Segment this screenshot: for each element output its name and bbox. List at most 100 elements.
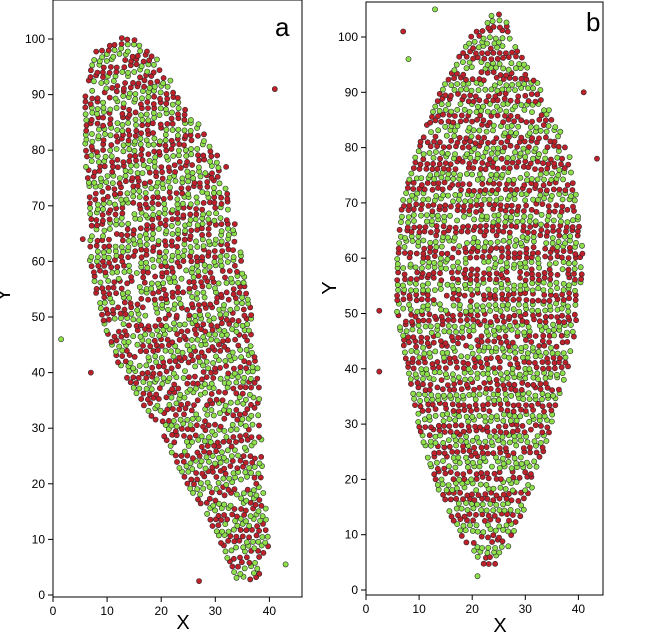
scatter-point xyxy=(183,463,190,470)
scatter-point xyxy=(205,231,212,238)
scatter-point xyxy=(150,230,156,237)
scatter-point xyxy=(483,213,490,220)
scatter-point xyxy=(484,450,491,457)
scatter-point xyxy=(199,220,206,227)
scatter-point xyxy=(545,123,552,129)
scatter-point xyxy=(497,476,504,482)
scatter-point xyxy=(143,385,150,392)
scatter-point xyxy=(208,407,215,413)
scatter-point xyxy=(221,501,227,508)
scatter-point xyxy=(426,311,433,318)
scatter-point xyxy=(151,337,158,344)
scatter-point xyxy=(438,174,445,181)
scatter-point xyxy=(559,254,565,261)
scatter-point xyxy=(449,282,456,289)
scatter-point xyxy=(433,232,440,239)
scatter-point xyxy=(572,251,579,257)
scatter-point xyxy=(247,343,254,349)
scatter-point xyxy=(469,437,476,444)
scatter-point xyxy=(182,132,189,139)
scatter-point xyxy=(423,366,430,373)
scatter-point xyxy=(100,137,107,143)
scatter-point xyxy=(541,342,548,349)
scatter-point xyxy=(176,354,183,361)
scatter-point xyxy=(522,264,529,271)
scatter-point xyxy=(140,268,147,275)
scatter-point xyxy=(163,394,170,401)
y-tick-label: 90 xyxy=(32,88,46,102)
scatter-point xyxy=(136,238,143,245)
scatter-point xyxy=(500,491,507,498)
scatter-point xyxy=(490,365,497,371)
scatter-point xyxy=(432,117,439,124)
scatter-point xyxy=(201,131,207,138)
scatter-point xyxy=(241,333,248,340)
scatter-point xyxy=(470,323,477,329)
scatter-point xyxy=(400,305,407,312)
scatter-point xyxy=(161,200,168,207)
scatter-point xyxy=(486,302,492,308)
scatter-point xyxy=(408,318,415,325)
scatter-point xyxy=(139,117,146,123)
scatter-point xyxy=(188,227,195,234)
scatter-point xyxy=(200,485,207,492)
scatter-point xyxy=(145,338,152,345)
scatter-point xyxy=(560,287,567,293)
scatter-point xyxy=(163,269,170,276)
scatter-point xyxy=(144,222,150,228)
scatter-point xyxy=(187,422,194,428)
scatter-point xyxy=(239,294,245,301)
scatter-point xyxy=(234,305,240,312)
scatter-point xyxy=(523,337,529,343)
scatter-point xyxy=(142,201,149,208)
scatter-point xyxy=(160,286,167,293)
scatter-point xyxy=(456,476,462,483)
scatter-point xyxy=(511,250,518,257)
scatter-point xyxy=(486,291,493,298)
scatter-point xyxy=(525,85,531,92)
scatter-point xyxy=(132,116,139,123)
scatter-point xyxy=(201,448,207,455)
scatter-point xyxy=(511,118,517,125)
scatter-point xyxy=(233,426,240,433)
scatter-point xyxy=(213,159,220,166)
scatter-point xyxy=(493,345,499,351)
scatter-point xyxy=(157,89,164,96)
scatter-point xyxy=(122,172,129,179)
scatter-point xyxy=(101,163,108,170)
scatter-point xyxy=(522,154,529,160)
y-tick-label: 50 xyxy=(32,310,46,324)
scatter-point xyxy=(522,282,528,289)
scatter-point xyxy=(159,418,166,425)
scatter-point xyxy=(108,64,114,70)
scatter-point xyxy=(469,291,476,298)
scatter-point xyxy=(225,370,232,377)
scatter-point xyxy=(208,489,215,496)
y-tick-label: 60 xyxy=(345,251,359,265)
scatter-point xyxy=(508,392,515,399)
scatter-point xyxy=(452,166,459,172)
scatter-point xyxy=(163,100,170,107)
scatter-point xyxy=(141,83,147,90)
scatter-point xyxy=(509,49,515,56)
scatter-point xyxy=(121,268,128,275)
scatter-point xyxy=(82,93,89,100)
scatter-point xyxy=(438,313,445,320)
scatter-point xyxy=(487,239,494,246)
scatter-point xyxy=(443,307,449,314)
scatter-point xyxy=(438,101,445,108)
scatter-point xyxy=(118,35,125,41)
scatter-point xyxy=(138,295,145,302)
scatter-point xyxy=(566,244,573,251)
scatter-point xyxy=(236,537,243,544)
scatter-point xyxy=(472,423,478,430)
scatter-point xyxy=(160,280,167,286)
scatter-point xyxy=(233,328,240,335)
scatter-point xyxy=(506,381,512,388)
scatter-point xyxy=(431,176,437,182)
scatter-point xyxy=(449,254,456,261)
scatter-point xyxy=(106,236,112,243)
scatter-point xyxy=(446,463,452,470)
scatter-point xyxy=(543,222,550,229)
x-tick-label: 10 xyxy=(100,604,114,618)
